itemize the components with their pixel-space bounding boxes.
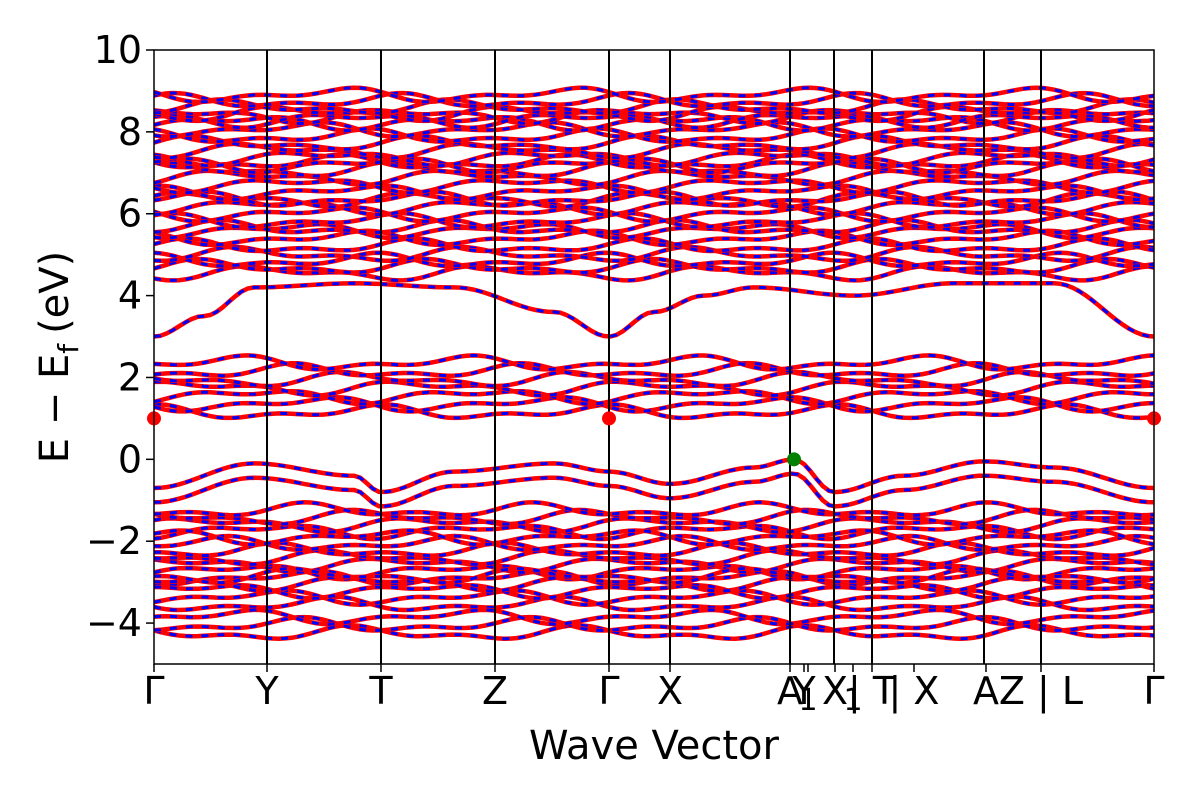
band-line-spin-a [154, 500, 1154, 518]
x-tick-label: Γ [1143, 669, 1164, 713]
y-tick-label: 10 [94, 28, 142, 72]
band-line-spin-a [154, 107, 1154, 126]
band-line-spin-a [154, 607, 1154, 627]
band-line-spin-a [154, 150, 1154, 169]
y-axis-ticks: 10 8 6 4 2 0 −2 −4 [86, 28, 154, 645]
x-tick-label: Y [791, 669, 816, 713]
plot-frame [153, 49, 1155, 665]
y-axis-title-unit: (eV) [32, 251, 78, 334]
band-line-spin-a [154, 183, 1154, 202]
kpoint-divider-lines [266, 50, 1042, 664]
band-line-spin-a [154, 523, 1154, 542]
band-line-spin-a [154, 236, 1154, 254]
band-line-spin-a [154, 528, 1154, 547]
x-tick-label: T [368, 669, 393, 713]
band-line-spin-a [154, 369, 1154, 389]
x-tick-label: A [973, 669, 999, 713]
band-line-spin-a [154, 353, 1154, 372]
band-line-spin-a [154, 228, 1154, 248]
band-line-spin-a [154, 516, 1154, 535]
band-line-spin-a [154, 623, 1154, 641]
band-line-spin-a [154, 141, 1154, 161]
y-axis-title-subscript: f [52, 343, 85, 354]
x-axis-title: Wave Vector [529, 723, 780, 769]
band-line-spin-a [154, 533, 1154, 553]
y-tick-label: −2 [86, 519, 142, 563]
band-line-spin-a [154, 583, 1154, 601]
band-line-spin-a [154, 210, 1154, 230]
x-tick-label: X [822, 669, 848, 713]
band-line-spin-a [154, 244, 1154, 264]
band-line-spin-a [154, 156, 1154, 175]
x-tick-label: A [777, 669, 803, 713]
x-tick-label: Y [254, 669, 279, 713]
x-tick-label: 1 [798, 683, 817, 718]
band-line-spin-b [154, 281, 1154, 339]
vbm-marker [787, 452, 801, 467]
band-line-spin-a [154, 263, 1154, 283]
band-line-spin-a [154, 126, 1154, 144]
band-line-spin-a [154, 566, 1154, 586]
x-tick-label: | X [889, 669, 940, 714]
band-lines [154, 85, 1154, 641]
band-line-spin-a [154, 256, 1154, 275]
x-tick-label: 1 [843, 683, 862, 718]
band-line-spin-a [154, 90, 1154, 109]
band-line-spin-a [154, 133, 1154, 152]
band-line-spin-a [154, 250, 1154, 269]
band-line-spin-b [154, 472, 1154, 508]
band-line-spin-a [154, 178, 1154, 196]
x-tick-label: Γ [143, 669, 164, 713]
band-line-spin-a [154, 614, 1154, 633]
band-line-spin-a [154, 395, 1154, 414]
y-tick-label: 0 [118, 437, 142, 481]
y-tick-label: −4 [86, 601, 142, 645]
band-line-spin-a [154, 402, 1154, 421]
y-tick-label: 6 [118, 192, 142, 236]
x-tick-label: X [657, 669, 683, 713]
band-line-spin-a [154, 507, 1154, 527]
x-tick-label: Z | L [999, 669, 1083, 714]
x-tick-label: Γ [598, 669, 619, 713]
y-tick-label: 8 [118, 110, 142, 154]
band-line-spin-b [154, 457, 1154, 494]
y-tick-label: 2 [118, 355, 142, 399]
y-axis-title-main: E − E [32, 354, 78, 464]
x-tick-label: Z [482, 669, 508, 713]
y-axis-title: E − Ef (eV) [32, 251, 85, 464]
band-line-spin-a [154, 379, 1154, 398]
band-line-spin-a [154, 281, 1154, 339]
x-tick-label: | T [848, 669, 897, 714]
band-line-spin-a [154, 104, 1154, 124]
extremum-markers [147, 411, 1161, 467]
y-tick-label: 4 [118, 274, 142, 318]
band-line-spin-a [154, 205, 1154, 224]
band-line-spin-a [154, 85, 1154, 105]
cbm-marker [602, 411, 616, 426]
